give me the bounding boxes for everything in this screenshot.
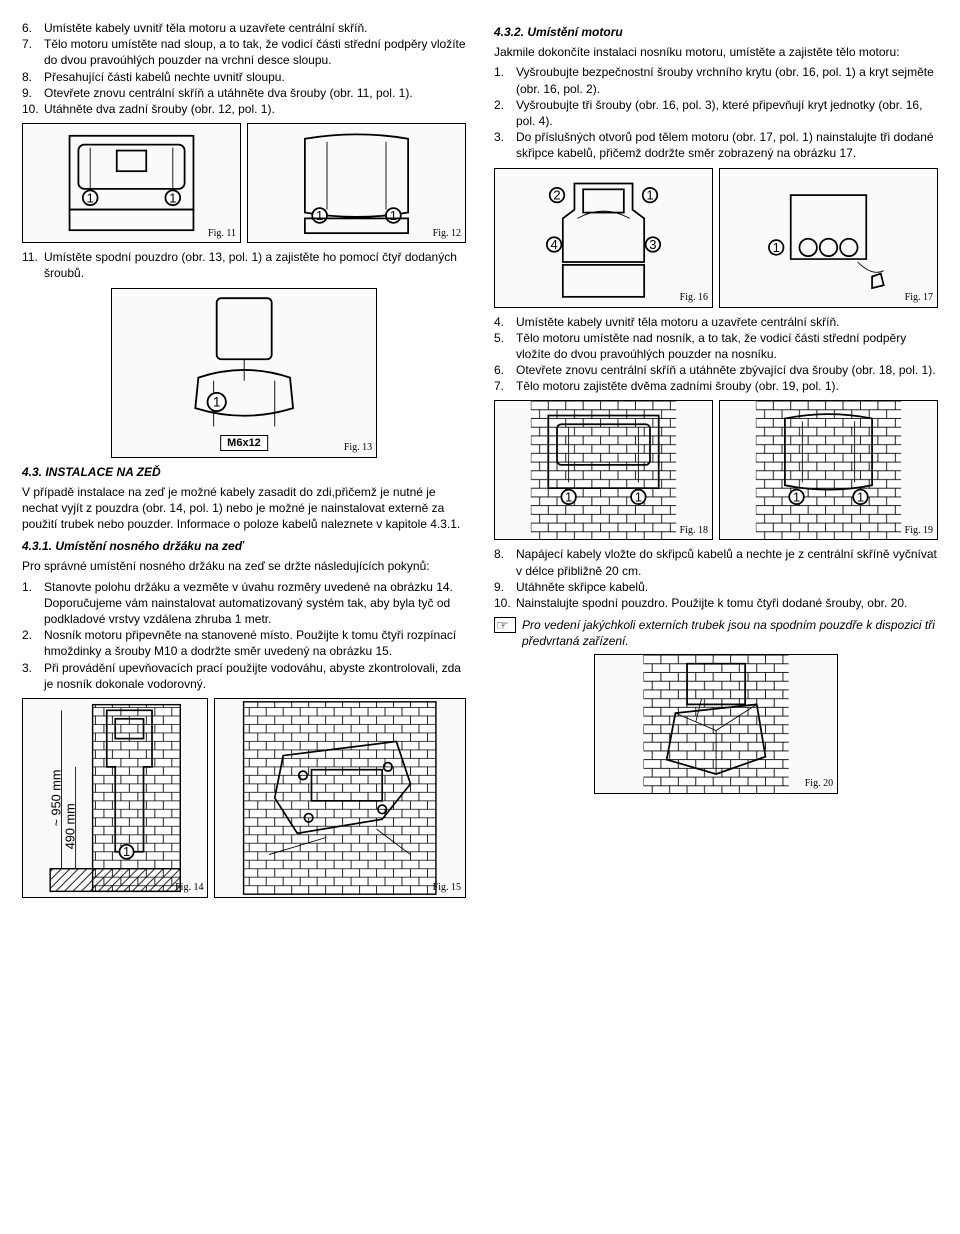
svg-text:1: 1 xyxy=(316,208,323,223)
svg-text:1: 1 xyxy=(87,190,94,205)
figure-11: 1 1 Fig. 11 xyxy=(22,123,241,243)
figure-20: Fig. 20 xyxy=(594,654,838,794)
svg-text:1: 1 xyxy=(773,239,780,254)
figure-15: Fig. 15 xyxy=(214,698,466,898)
svg-text:4: 4 xyxy=(550,237,557,252)
svg-text:1: 1 xyxy=(565,490,572,505)
svg-text:1: 1 xyxy=(213,394,221,409)
figure-16: 2 1 4 3 Fig. 16 xyxy=(494,168,713,308)
svg-text:490 mm: 490 mm xyxy=(62,803,77,849)
svg-text:1: 1 xyxy=(169,190,176,205)
figure-18: 1 1 Fig. 18 xyxy=(494,400,713,540)
figure-17: 1 Fig. 17 xyxy=(719,168,938,308)
pointing-hand-icon xyxy=(494,617,516,633)
svg-text:1: 1 xyxy=(793,490,800,505)
svg-text:1: 1 xyxy=(390,208,397,223)
figure-19: 1 1 Fig. 19 xyxy=(719,400,938,540)
svg-text:1: 1 xyxy=(123,844,130,859)
figure-14: ~ 950 mm 490 mm 1 Fig. 14 xyxy=(22,698,208,898)
svg-text:2: 2 xyxy=(553,187,560,202)
svg-text:1: 1 xyxy=(857,490,864,505)
svg-text:1: 1 xyxy=(635,490,642,505)
svg-text:1: 1 xyxy=(646,187,653,202)
figure-12: 1 1 Fig. 12 xyxy=(247,123,466,243)
svg-text:~ 950 mm: ~ 950 mm xyxy=(48,769,63,826)
svg-text:3: 3 xyxy=(649,237,656,252)
figure-13: 1 M6x12 Fig. 13 xyxy=(111,288,377,458)
